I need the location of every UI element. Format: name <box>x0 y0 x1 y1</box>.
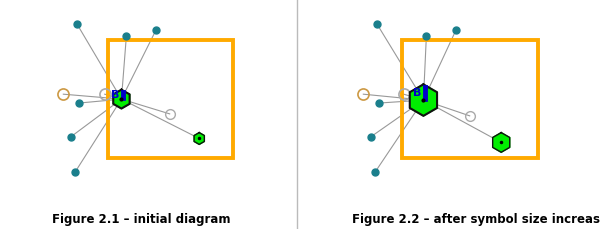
Polygon shape <box>194 133 205 144</box>
Bar <box>402 40 538 158</box>
Text: Figure 2.2 – after symbol size increasing: Figure 2.2 – after symbol size increasin… <box>352 213 600 226</box>
Bar <box>107 40 233 158</box>
Text: Figure 2.1 – initial diagram: Figure 2.1 – initial diagram <box>52 213 230 226</box>
Polygon shape <box>113 90 130 109</box>
Polygon shape <box>493 133 510 152</box>
Text: B: B <box>413 88 422 98</box>
Polygon shape <box>410 84 437 116</box>
Text: B: B <box>112 90 120 100</box>
